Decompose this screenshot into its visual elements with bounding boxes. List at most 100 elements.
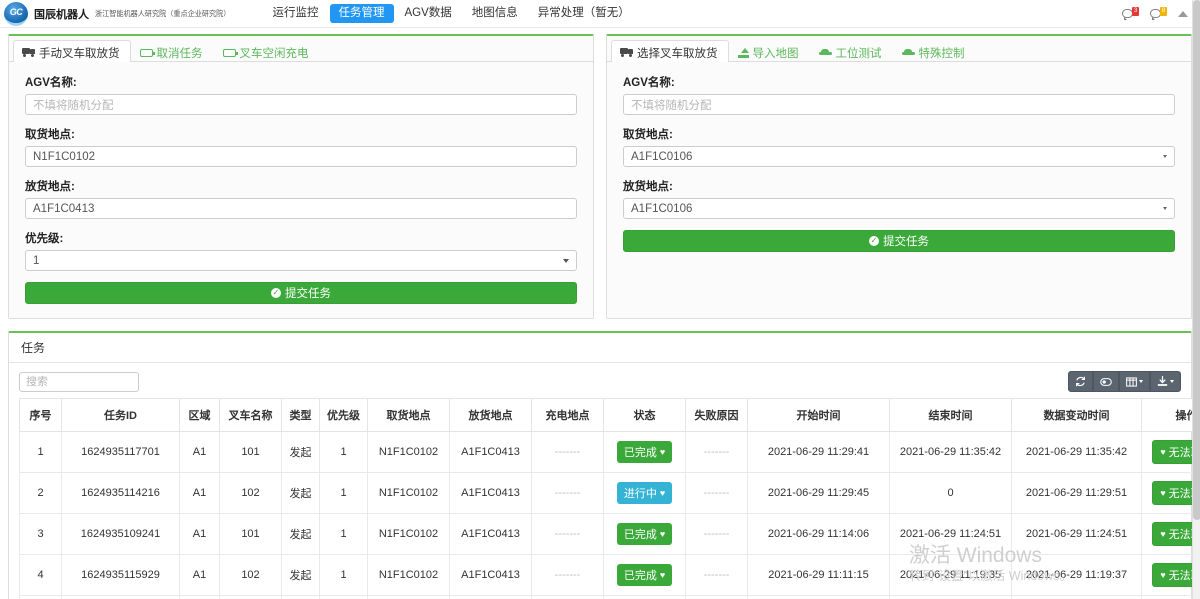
message-icon-yellow[interactable]: 8 (1150, 6, 1167, 21)
submit-task-button-right[interactable]: ✓ 提交任务 (623, 230, 1175, 252)
tab-label: 取消任务 (156, 47, 203, 60)
left-panel-form: AGV名称: 不填将随机分配 取货地点: N1F1C0102 放货地点: A1F… (9, 62, 593, 318)
col-actions: 操作 (1141, 398, 1200, 432)
dropoff-location-select[interactable]: A1F1C0106 (623, 198, 1175, 219)
cell-status: 已完成♥ (603, 513, 686, 555)
tab-label: 叉车空闲充电 (239, 47, 309, 60)
cell-area: A1 (179, 513, 220, 555)
agv-name-input[interactable]: 不填将随机分配 (623, 94, 1175, 115)
status-label: 已完成 (623, 447, 657, 459)
cell-end-time: 0 (889, 472, 1012, 514)
tab-forklift-idle-charge[interactable]: 叉车空闲充电 (214, 40, 320, 62)
top-navigation-bar: GC 国辰机器人 浙江智能机器人研究院（重点企业研究院） 运行监控 任务管理 A… (0, 0, 1200, 28)
right-panel-tabs: 选择叉车取放货 导入地图 工位测试 特殊控制 (607, 36, 1191, 62)
search-input[interactable] (19, 371, 139, 392)
right-panel-form: AGV名称: 不填将随机分配 取货地点: A1F1C0106 放货地点: A1F… (607, 62, 1191, 266)
select-forklift-panel: 选择叉车取放货 导入地图 工位测试 特殊控制 AGV名称: 不填将随机分配 取货… (606, 34, 1192, 319)
task-list-panel: 任务 (8, 331, 1200, 599)
col-forklift-name: 叉车名称 (219, 398, 282, 432)
tab-special-control[interactable]: 特殊控制 (893, 40, 976, 62)
tab-select-forklift-pickup[interactable]: 选择叉车取放货 (611, 40, 729, 62)
chevron-down-icon (1170, 380, 1174, 383)
main-nav-links: 运行监控 任务管理 AGV数据 地图信息 异常处理（暂无） (264, 3, 639, 24)
toggle-view-button[interactable] (1093, 371, 1119, 392)
nav-item-map-info[interactable]: 地图信息 (471, 6, 518, 19)
chevron-down-icon (1163, 155, 1167, 158)
columns-button[interactable] (1119, 371, 1150, 392)
manual-forklift-panel: 手动叉车取放货 取消任务 叉车空闲充电 AGV名称: 不填将随机分配 取货地点:… (8, 34, 594, 319)
brand-subtitle: 浙江智能机器人研究院（重点企业研究院） (95, 9, 231, 18)
cell-priority: 1 (319, 595, 368, 599)
table-row: 4 1624935115929 A1 102 发起 1 N1F1C0102 A1F1C0413… (19, 554, 1200, 596)
col-pickup: 取货地点 (367, 398, 450, 432)
cell-task-id: 1624935109241 (61, 513, 180, 555)
company-logo-icon: GC (4, 1, 28, 26)
tab-label: 特殊控制 (918, 47, 965, 60)
label-dropoff-location: 放货地点: (623, 181, 673, 193)
page-scrollbar[interactable] (1192, 0, 1200, 599)
cell-start-time: 2021-06-29 11:11:15 (747, 554, 890, 596)
cell-forklift-name: 102 (219, 472, 282, 514)
pickup-location-select[interactable]: A1F1C0106 (623, 146, 1175, 167)
refresh-button[interactable] (1068, 371, 1093, 392)
tab-import-map[interactable]: 导入地图 (729, 40, 810, 62)
tab-label: 手动叉车取放货 (39, 47, 120, 60)
nav-item-task-management[interactable]: 任务管理 (329, 3, 394, 24)
nav-item-monitoring[interactable]: 运行监控 (272, 6, 319, 19)
dropoff-location-input[interactable]: A1F1C0413 (25, 198, 577, 219)
cell-priority: 1 (319, 513, 368, 555)
priority-select[interactable]: 1 (25, 250, 577, 271)
cell-actions: ♥无法取消 (1141, 595, 1200, 599)
scroll-up-caret-icon[interactable] (1178, 10, 1188, 17)
left-panel-tabs: 手动叉车取放货 取消任务 叉车空闲充电 (9, 36, 593, 62)
cell-change-time: 2021-06-29 11:29:51 (1011, 472, 1142, 514)
table-toolbar (19, 371, 1181, 392)
nav-item-agv-data[interactable]: AGV数据 (404, 6, 452, 19)
cell-priority: 1 (319, 472, 368, 514)
heart-icon: ♥ (659, 569, 666, 580)
car-icon (901, 48, 915, 57)
cell-seq: 1 (19, 431, 62, 473)
cell-change-time: 2021-06-29 11:24:51 (1011, 513, 1142, 555)
dropoff-selected-value: A1F1C0106 (631, 202, 693, 215)
cell-dropoff: A1F1C0413 (449, 472, 532, 514)
cell-pickup: N1F1C0102 (367, 472, 450, 514)
status-label: 已完成 (623, 570, 657, 582)
cell-dropoff: A1F1C0413 (449, 595, 532, 599)
cell-area: A1 (179, 554, 220, 596)
cell-change-time: 2021-06-29 11:19:37 (1011, 554, 1142, 596)
cell-pickup: N1F1C0102 (367, 431, 450, 473)
scrollbar-thumb[interactable] (1193, 0, 1200, 520)
message-icon-red[interactable]: 3 (1122, 6, 1139, 21)
cell-area: A1 (179, 472, 220, 514)
cell-area: A1 (179, 595, 220, 599)
cell-charge: ------- (531, 595, 604, 599)
cell-end-time: 2021-06-29 11:19:35 (889, 554, 1012, 596)
cell-forklift-name: 102 (219, 595, 282, 599)
cell-fail-reason: ------- (685, 554, 748, 596)
col-end-time: 结束时间 (889, 398, 1012, 432)
submit-task-button-left[interactable]: ✓ 提交任务 (25, 282, 577, 304)
export-button[interactable] (1150, 371, 1181, 392)
task-panel-title: 任务 (9, 333, 1191, 363)
battery-icon (222, 48, 238, 57)
status-badge: 已完成 ♥ (616, 564, 673, 586)
cell-end-time: 2021-06-29 11:11:21 (889, 595, 1012, 599)
agv-name-input[interactable]: 不填将随机分配 (25, 94, 577, 115)
tab-station-test[interactable]: 工位测试 (810, 40, 893, 62)
tab-label: 工位测试 (835, 47, 882, 60)
tab-cancel-task[interactable]: 取消任务 (131, 40, 214, 62)
cell-start-time: 2021-06-29 11:14:06 (747, 513, 890, 555)
nav-item-exception-handling[interactable]: 异常处理（暂无） (537, 6, 630, 19)
col-fail-reason: 失败原因 (685, 398, 748, 432)
col-charge: 充电地点 (531, 398, 604, 432)
table-header-row: 序号 任务ID 区域 叉车名称 类型 优先级 取货地点 放货地点 充电地点 状态… (19, 398, 1200, 432)
pickup-location-input[interactable]: N1F1C0102 (25, 146, 577, 167)
tab-manual-forklift-pickup[interactable]: 手动叉车取放货 (13, 40, 131, 62)
cell-area: A1 (179, 431, 220, 473)
cell-seq: 2 (19, 472, 62, 514)
cell-seq: 3 (19, 513, 62, 555)
label-priority: 优先级: (25, 233, 64, 245)
cell-dropoff: A1F1C0413 (449, 554, 532, 596)
table-action-buttons (1068, 371, 1181, 392)
